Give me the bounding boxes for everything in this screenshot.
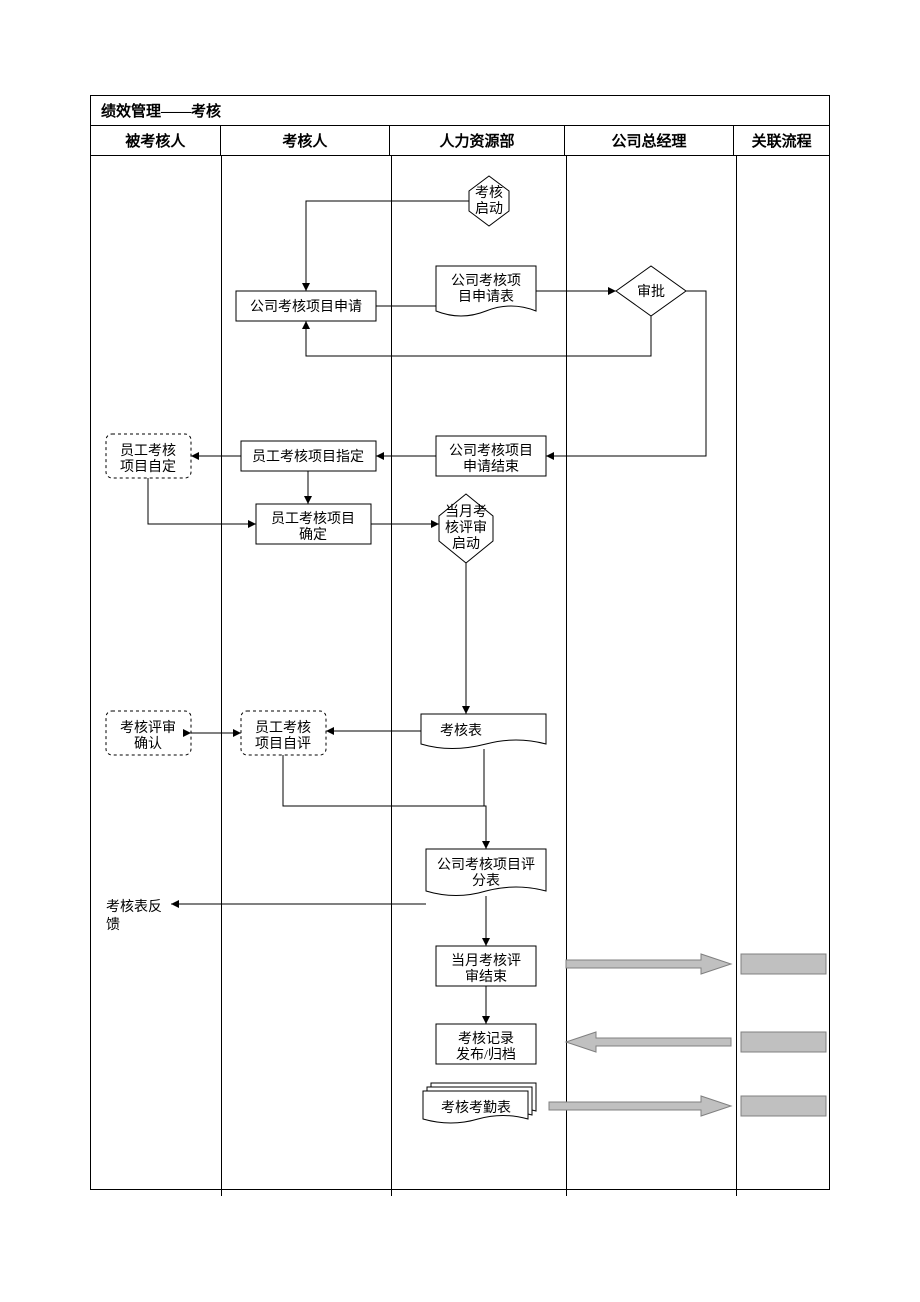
- node-archive: 考核记录 发布/归档: [436, 1024, 536, 1064]
- svg-text:公司考核项目评: 公司考核项目评: [437, 857, 535, 873]
- node-score-form: 公司考核项目评 分表: [426, 849, 546, 896]
- svg-text:目申请表: 目申请表: [458, 289, 514, 305]
- block-arrow-3: [549, 1096, 826, 1116]
- flowchart-container: 绩效管理——考核 被考核人 考核人 人力资源部 公司总经理 关联流程 考核 启动: [90, 95, 830, 1190]
- svg-text:当月考核评: 当月考核评: [451, 953, 521, 969]
- svg-text:启动: 启动: [452, 536, 480, 552]
- svg-text:审批: 审批: [637, 284, 665, 300]
- node-confirm-project: 员工考核项目 确定: [256, 504, 371, 544]
- node-month-end: 当月考核评 审结束: [436, 946, 536, 986]
- node-assign: 员工考核项目指定: [241, 441, 376, 471]
- svg-text:考核表: 考核表: [440, 723, 482, 739]
- svg-text:考核: 考核: [475, 185, 503, 201]
- node-feedback: 考核表反 馈: [106, 899, 162, 933]
- svg-text:公司考核项: 公司考核项: [451, 273, 521, 289]
- block-arrow-1: [566, 954, 826, 974]
- svg-text:项目自评: 项目自评: [255, 736, 311, 752]
- svg-text:公司考核项目申请: 公司考核项目申请: [250, 299, 362, 315]
- svg-text:核评审: 核评审: [445, 520, 487, 536]
- node-apply: 公司考核项目申请: [236, 291, 376, 321]
- node-self-eval: 员工考核 项目自评: [241, 711, 326, 755]
- node-start: 考核 启动: [469, 176, 509, 226]
- svg-text:项目自定: 项目自定: [120, 459, 176, 475]
- node-apply-end: 公司考核项目 申请结束: [436, 436, 546, 476]
- diagram-title: 绩效管理——考核: [91, 96, 829, 125]
- svg-text:员工考核: 员工考核: [255, 720, 311, 736]
- svg-text:分表: 分表: [472, 873, 500, 889]
- svg-text:员工考核: 员工考核: [120, 443, 176, 459]
- lane-header-examiner: 考核人: [221, 126, 391, 155]
- block-arrow-2: [566, 1032, 826, 1052]
- svg-text:确定: 确定: [299, 527, 327, 543]
- node-attendance: 考核考勤表: [423, 1083, 536, 1123]
- svg-text:考核记录: 考核记录: [458, 1031, 514, 1047]
- svg-text:发布/归档: 发布/归档: [456, 1046, 516, 1063]
- svg-text:确认: 确认: [134, 736, 162, 752]
- svg-text:启动: 启动: [475, 201, 503, 217]
- svg-text:考核考勤表: 考核考勤表: [441, 1100, 511, 1116]
- svg-text:审结束: 审结束: [465, 969, 507, 985]
- svg-text:当月考: 当月考: [445, 504, 487, 520]
- svg-text:考核表反: 考核表反: [106, 899, 162, 915]
- node-approve: 审批: [616, 266, 686, 316]
- svg-text:馈: 馈: [106, 917, 120, 933]
- node-self-define: 员工考核 项目自定: [106, 434, 191, 478]
- svg-text:申请结束: 申请结束: [463, 459, 519, 475]
- svg-text:公司考核项目: 公司考核项目: [449, 443, 533, 459]
- lane-header-hr: 人力资源部: [390, 126, 565, 155]
- swimlane-header: 被考核人 考核人 人力资源部 公司总经理 关联流程: [91, 125, 829, 156]
- svg-text:考核评审: 考核评审: [120, 720, 176, 736]
- flowchart-svg: 考核 启动 公司考核项目申请 公司考核项 目申请表 审批: [91, 156, 831, 1196]
- node-apply-form: 公司考核项 目申请表: [436, 266, 536, 316]
- lane-header-examinee: 被考核人: [91, 126, 221, 155]
- svg-text:员工考核项目指定: 员工考核项目指定: [252, 449, 364, 465]
- lane-header-related: 关联流程: [734, 126, 829, 155]
- lane-header-gm: 公司总经理: [565, 126, 735, 155]
- node-month-start: 当月考 核评审 启动: [439, 494, 493, 563]
- flowchart-body: 考核 启动 公司考核项目申请 公司考核项 目申请表 审批: [91, 156, 829, 1196]
- node-eval-form: 考核表: [421, 714, 546, 749]
- node-review-confirm: 考核评审 确认: [106, 711, 191, 755]
- svg-text:员工考核项目: 员工考核项目: [271, 511, 355, 527]
